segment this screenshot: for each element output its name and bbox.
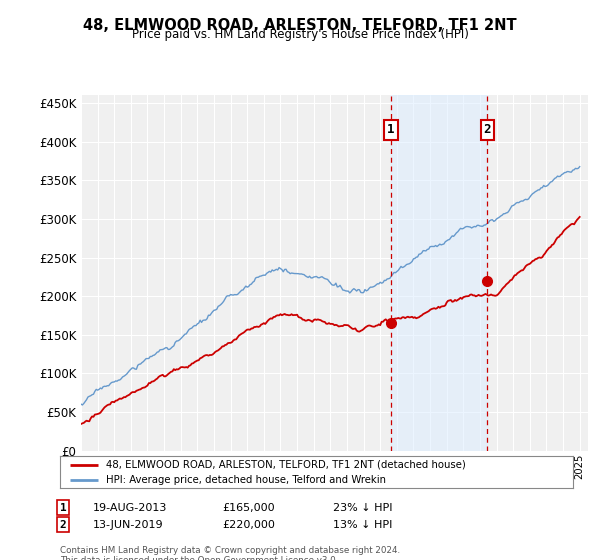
Text: Price paid vs. HM Land Registry's House Price Index (HPI): Price paid vs. HM Land Registry's House … bbox=[131, 28, 469, 41]
Text: HPI: Average price, detached house, Telford and Wrekin: HPI: Average price, detached house, Telf… bbox=[106, 474, 386, 484]
Text: 48, ELMWOOD ROAD, ARLESTON, TELFORD, TF1 2NT (detached house): 48, ELMWOOD ROAD, ARLESTON, TELFORD, TF1… bbox=[106, 460, 466, 470]
Text: 1: 1 bbox=[387, 124, 394, 137]
Bar bbox=[391, 95, 487, 451]
Text: 13% ↓ HPI: 13% ↓ HPI bbox=[333, 520, 392, 530]
Text: 48, ELMWOOD ROAD, ARLESTON, TELFORD, TF1 2NT: 48, ELMWOOD ROAD, ARLESTON, TELFORD, TF1… bbox=[83, 18, 517, 33]
Text: Contains HM Land Registry data © Crown copyright and database right 2024.
This d: Contains HM Land Registry data © Crown c… bbox=[60, 546, 400, 560]
Text: £165,000: £165,000 bbox=[222, 503, 275, 513]
Text: 23% ↓ HPI: 23% ↓ HPI bbox=[333, 503, 392, 513]
Text: 13-JUN-2019: 13-JUN-2019 bbox=[93, 520, 164, 530]
Text: 2: 2 bbox=[59, 520, 67, 530]
Text: £220,000: £220,000 bbox=[222, 520, 275, 530]
Text: 2: 2 bbox=[484, 124, 491, 137]
Text: 19-AUG-2013: 19-AUG-2013 bbox=[93, 503, 167, 513]
Text: 1: 1 bbox=[59, 503, 67, 513]
